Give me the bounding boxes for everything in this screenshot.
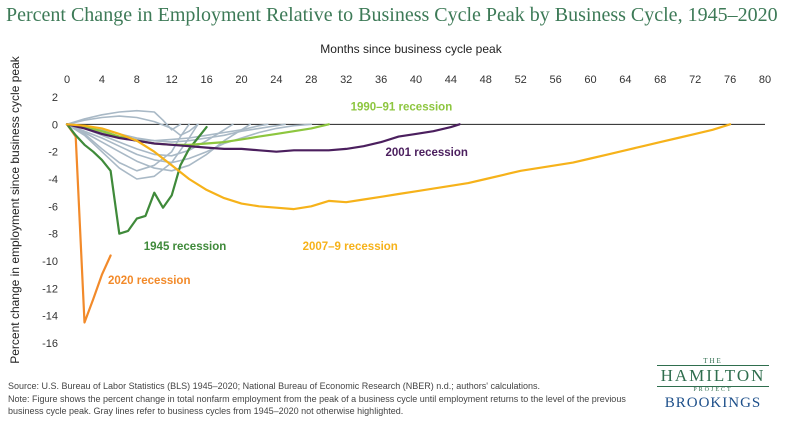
y-tick-label: -12 [42, 283, 58, 295]
x-tick-label: 32 [340, 74, 352, 86]
x-tick-label: 72 [689, 74, 701, 86]
x-tick-label: 76 [724, 74, 736, 86]
x-tick-label: 12 [166, 74, 178, 86]
series-annotation: 1990–91 recession [351, 102, 453, 114]
x-tick-label: 44 [445, 74, 457, 86]
series-line-gray [66, 115, 199, 137]
x-tick-label: 80 [759, 74, 771, 86]
series-lines [65, 109, 732, 324]
logo-brookings: BROOKINGS [664, 395, 762, 411]
x-tick-label: 28 [305, 74, 317, 86]
series-annotation: 2020 recession [108, 275, 190, 287]
series-line-highlight [65, 123, 732, 211]
series-line-gray [66, 123, 313, 164]
x-tick-label: 48 [480, 74, 492, 86]
logo-project: PROJECT [693, 387, 733, 393]
x-tick-label: 52 [515, 74, 527, 86]
series-line-gray [66, 123, 251, 172]
y-tick-label: -10 [42, 256, 58, 268]
x-tick-label: 4 [99, 74, 105, 86]
series-line-gray [66, 123, 286, 143]
x-tick-label: 0 [64, 74, 70, 86]
x-axis-label: Months since business cycle peak [320, 42, 502, 56]
series-annotation: 2001 recession [385, 147, 467, 159]
x-tick-label: 16 [200, 74, 212, 86]
y-tick-label: -16 [42, 338, 58, 350]
hamilton-brookings-logo: THE HAMILTON PROJECT BROOKINGS [648, 357, 778, 412]
x-tick-label: 68 [654, 74, 666, 86]
y-tick-label: -4 [48, 174, 58, 186]
source-note: Source: U.S. Bureau of Labor Statistics … [8, 381, 540, 391]
y-tick-label: 0 [52, 119, 58, 131]
series-line-gray [66, 123, 269, 142]
footnote: Note: Figure shows the percent change in… [8, 394, 626, 416]
x-tick-label: 24 [270, 74, 282, 86]
x-tick-label: 36 [375, 74, 387, 86]
y-tick-label: -14 [42, 311, 58, 323]
y-tick-label: 2 [52, 92, 58, 104]
series-line-highlight [65, 123, 330, 146]
series-annotation: 1945 recession [144, 241, 226, 253]
x-tick-label: 8 [134, 74, 140, 86]
chart-title: Percent Change in Employment Relative to… [6, 4, 778, 26]
series-line-highlight [65, 123, 208, 235]
x-tick-label: 56 [549, 74, 561, 86]
series-annotation: 2007–9 recession [303, 241, 398, 253]
x-tick-label: 64 [619, 74, 631, 86]
x-tick-label: 20 [235, 74, 247, 86]
logo-the: THE [703, 357, 723, 365]
y-axis-label: Percent change in employment since busin… [8, 55, 22, 364]
annotations: 1990–91 recession 2001 recession 1945 rece… [108, 102, 468, 288]
x-tick-label: 40 [410, 74, 422, 86]
y-tick-label: -8 [48, 229, 58, 241]
y-tick-label: -6 [48, 201, 58, 213]
logo-hamilton: HAMILTON [656, 365, 770, 387]
x-tick-label: 60 [584, 74, 596, 86]
y-tick-label: -2 [48, 147, 58, 159]
